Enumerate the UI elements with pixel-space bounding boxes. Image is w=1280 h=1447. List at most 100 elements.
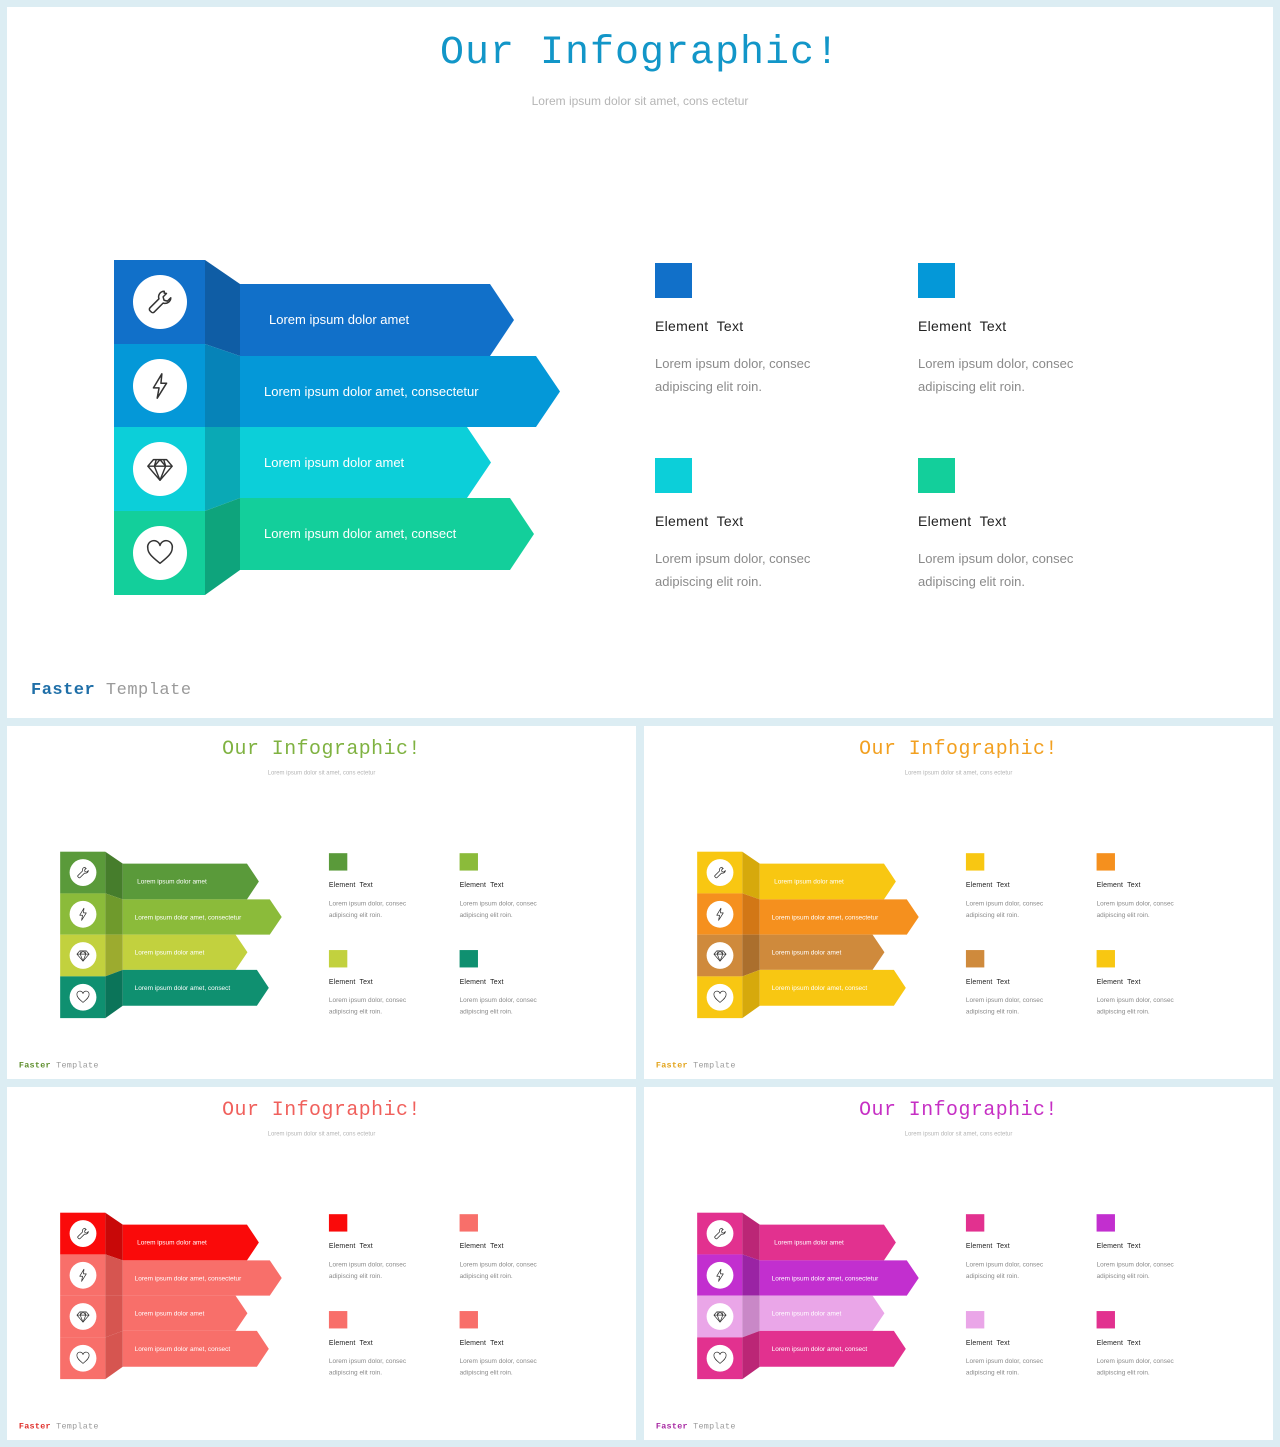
legend-swatch	[918, 263, 955, 298]
legend-item-1: Element Text Lorem ipsum dolor, consec ad…	[965, 853, 1075, 920]
arrow-bar-1	[759, 863, 896, 900]
fold-face-2	[742, 893, 760, 935]
arrow-bar-label-4: Lorem ipsum dolor amet, consect	[264, 526, 457, 541]
wrench-icon	[133, 275, 187, 329]
slide-content: Our Infographic! Lorem ipsum dolor sit a…	[644, 726, 1273, 1079]
legend-item-2: Element Text Lorem ipsum dolor, consec ad…	[918, 263, 1138, 398]
arrow-bar-2	[122, 899, 282, 935]
arrow-bar-3	[759, 1295, 885, 1331]
legend-swatch	[1096, 1311, 1115, 1329]
legend-description: Lorem ipsum dolor, consec adipiscing eli…	[1096, 996, 1174, 1016]
lightning-icon	[706, 1261, 734, 1289]
slide-green: Our Infographic! Lorem ipsum dolor sit a…	[7, 726, 636, 1079]
slide-subtitle: Lorem ipsum dolor sit amet, cons ectetur	[904, 1130, 1013, 1138]
arrow-bar-1	[759, 1224, 896, 1261]
legend-item-4: Element Text Lorem ipsum dolor, consec ad…	[918, 458, 1138, 593]
diamond-icon	[706, 1303, 734, 1330]
fold-face-4	[742, 969, 760, 1019]
legend-title: Element Text	[965, 1338, 1010, 1347]
fold-face-1	[742, 851, 760, 900]
fold-face-1	[205, 260, 240, 356]
footer-brand-bold: Faster	[655, 1421, 688, 1432]
legend-title: Element Text	[655, 513, 744, 529]
legend-title: Element Text	[459, 880, 504, 889]
legend-description: Lorem ipsum dolor, consec adipiscing eli…	[655, 551, 811, 589]
arrow-bar-label-4: Lorem ipsum dolor amet, consect	[134, 1344, 231, 1353]
fold-face-3	[205, 427, 240, 511]
arrow-bar-label-2: Lorem ipsum dolor amet, consectetur	[134, 913, 242, 921]
legend-description: Lorem ipsum dolor, consec adipiscing eli…	[655, 356, 811, 394]
legend-swatch	[655, 263, 692, 298]
legend-title: Element Text	[965, 880, 1010, 889]
arrow-bar-label-3: Lorem ipsum dolor amet	[771, 948, 842, 956]
footer-brand-rest: Template	[56, 1060, 99, 1071]
arrow-bar-1	[240, 284, 514, 356]
arrow-bar-label-2: Lorem ipsum dolor amet, consectetur	[134, 1274, 242, 1282]
arrow-bar-label-3: Lorem ipsum dolor amet	[134, 948, 205, 956]
legend-item-4: Element Text Lorem ipsum dolor, consec ad…	[1096, 1311, 1206, 1378]
legend-item-4: Element Text Lorem ipsum dolor, consec ad…	[459, 1311, 569, 1378]
footer-brand-bold: Faster	[655, 1060, 688, 1071]
wrench-icon	[706, 859, 734, 886]
arrow-bar-label-1: Lorem ipsum dolor amet	[137, 877, 207, 885]
legend-swatch	[965, 1311, 985, 1329]
slide-title: Our Infographic!	[222, 1098, 421, 1122]
arrow-bar-4	[122, 1330, 269, 1367]
arrow-bars-graphic	[697, 851, 919, 1019]
arrow-bars-graphic	[60, 1212, 282, 1380]
slide-content: Our Infographic! Lorem ipsum dolor sit a…	[7, 726, 636, 1079]
legend-swatch	[918, 458, 955, 493]
fold-face-3	[105, 1295, 123, 1338]
fold-face-4	[105, 1330, 123, 1380]
footer-brand: Faster Template	[19, 1422, 99, 1431]
legend-item-3: Element Text Lorem ipsum dolor, consec ad…	[965, 1311, 1075, 1378]
arrow-bar-label-1: Lorem ipsum dolor amet	[774, 877, 844, 885]
fold-face-3	[105, 934, 123, 977]
fold-face-1	[105, 851, 123, 900]
arrow-bar-label-1: Lorem ipsum dolor amet	[137, 1238, 207, 1246]
lightning-icon	[69, 900, 97, 928]
legend-title: Element Text	[328, 880, 373, 889]
lightning-icon	[133, 358, 187, 413]
legend-swatch	[965, 1214, 985, 1232]
arrow-bar-label-4: Lorem ipsum dolor amet, consect	[771, 983, 868, 992]
arrow-bar-3	[240, 427, 491, 498]
arrow-bar-3	[122, 1295, 248, 1331]
footer-brand-rest: Template	[105, 681, 192, 700]
legend-swatch	[1096, 950, 1115, 968]
legend-title: Element Text	[965, 977, 1010, 986]
legend-title: Element Text	[1096, 1241, 1141, 1250]
wrench-icon	[69, 859, 97, 886]
legend-item-1: Element Text Lorem ipsum dolor, consec ad…	[328, 1214, 438, 1281]
legend-swatch	[328, 1311, 348, 1329]
arrow-bars-graphic	[697, 1212, 919, 1380]
legend-swatch	[1096, 853, 1115, 871]
legend-swatch	[328, 1214, 348, 1232]
legend-item-2: Element Text Lorem ipsum dolor, consec ad…	[459, 853, 569, 920]
legend-description: Lorem ipsum dolor, consec adipiscing eli…	[328, 1260, 407, 1280]
legend-swatch	[328, 853, 348, 871]
legend-description: Lorem ipsum dolor, consec adipiscing eli…	[965, 996, 1044, 1016]
legend-description: Lorem ipsum dolor, consec adipiscing eli…	[1096, 899, 1174, 919]
arrow-bar-4	[759, 969, 906, 1006]
footer-brand: Faster Template	[31, 681, 192, 700]
legend-item-1: Element Text Lorem ipsum dolor, consec ad…	[328, 853, 438, 920]
arrow-bar-label-4: Lorem ipsum dolor amet, consect	[134, 983, 231, 992]
legend-description: Lorem ipsum dolor, consec adipiscing eli…	[459, 899, 537, 919]
arrow-bar-label-2: Lorem ipsum dolor amet, consectetur	[264, 383, 479, 399]
heart-icon	[69, 1344, 97, 1372]
legend-description: Lorem ipsum dolor, consec adipiscing eli…	[459, 1260, 537, 1280]
legend-description: Lorem ipsum dolor, consec adipiscing eli…	[328, 996, 407, 1016]
heart-icon	[706, 1344, 734, 1372]
slide-orange: Our Infographic! Lorem ipsum dolor sit a…	[644, 726, 1273, 1079]
legend-description: Lorem ipsum dolor, consec adipiscing eli…	[459, 996, 537, 1016]
footer-brand-bold: Faster	[18, 1421, 51, 1432]
legend-swatch	[1096, 1214, 1115, 1232]
fold-face-1	[742, 1212, 760, 1261]
footer-brand: Faster Template	[656, 1061, 736, 1070]
legend-item-1: Element Text Lorem ipsum dolor, consec ad…	[965, 1214, 1075, 1281]
arrow-bar-3	[122, 934, 248, 970]
fold-face-4	[742, 1330, 760, 1380]
slide-red: Our Infographic! Lorem ipsum dolor sit a…	[7, 1087, 636, 1440]
legend-title: Element Text	[918, 513, 1007, 529]
